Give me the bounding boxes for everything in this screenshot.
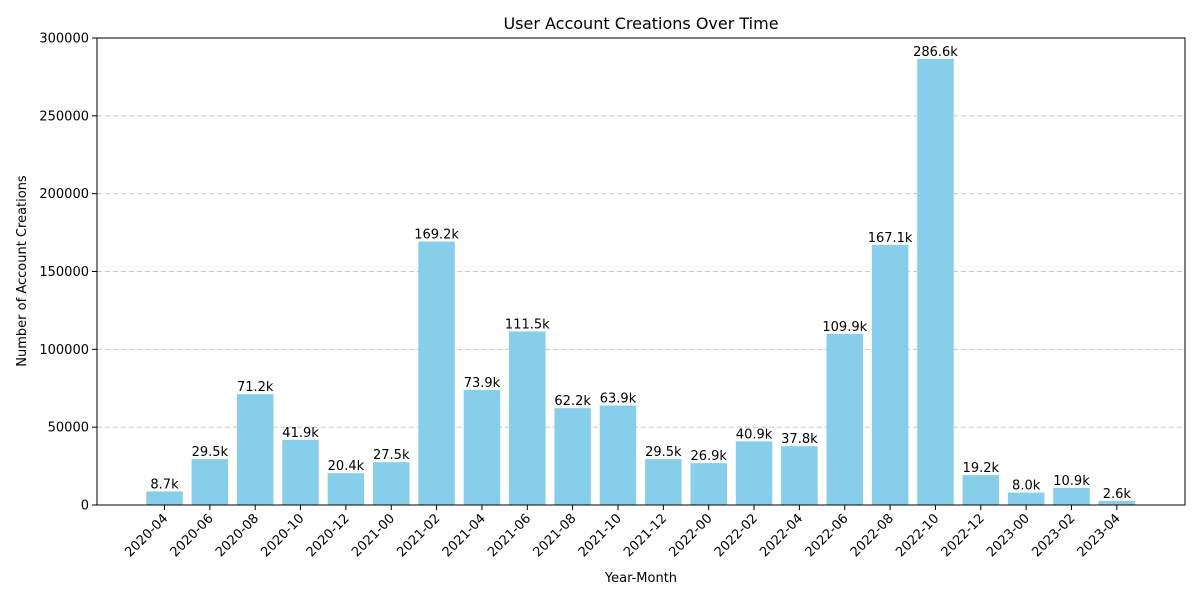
bar — [509, 331, 546, 505]
x-tick-label: 2020-06 — [168, 511, 217, 560]
bar — [871, 244, 909, 506]
bar-value-labels: 8.7k 29.5k 71.2k 41.9k 20.4k 27.5k 169.2k 73.9k… — [150, 45, 1131, 502]
bar — [781, 446, 818, 505]
x-tick-label: 2022-08 — [848, 511, 897, 560]
y-tick-label: 200000 — [39, 187, 89, 202]
x-tick-label: 2022-00 — [667, 511, 716, 560]
x-tick-label: 2021-08 — [530, 511, 579, 560]
chart-title: User Account Creations Over Time — [503, 14, 778, 33]
bar — [645, 459, 682, 505]
x-tick-label: 2021-00 — [349, 511, 398, 560]
x-tick-label: 2021-06 — [485, 511, 534, 560]
bar-value-label: 27.5k — [373, 448, 410, 463]
x-tick-label: 2021-04 — [440, 511, 489, 560]
x-tick-label: 2022-04 — [757, 511, 806, 560]
x-axis-title: Year-Month — [604, 571, 677, 586]
bar — [1007, 492, 1045, 505]
y-tick-label: 50000 — [48, 421, 89, 436]
bar-value-label: 2.6k — [1103, 487, 1132, 502]
bar — [282, 439, 319, 505]
x-tick-label: 2022-02 — [712, 511, 761, 560]
bar — [418, 241, 455, 505]
bar — [236, 394, 274, 505]
bar — [1053, 488, 1090, 505]
x-tick-label: 2020-12 — [304, 511, 353, 560]
bar — [1098, 500, 1136, 505]
bar-value-label: 109.9k — [822, 320, 867, 335]
bar-value-label: 10.9k — [1053, 474, 1090, 489]
bar — [599, 405, 637, 505]
bar-value-label: 73.9k — [464, 376, 501, 391]
y-axis-title: Number of Account Creations — [15, 175, 30, 367]
x-tick-label: 2020-04 — [122, 511, 171, 560]
grid-lines — [97, 37, 1185, 428]
bar — [327, 473, 365, 505]
bar-value-label: 62.2k — [554, 394, 591, 409]
bar — [962, 475, 1000, 505]
x-tick-label: 2023-00 — [984, 511, 1033, 560]
x-tick-label: 2023-04 — [1075, 511, 1124, 560]
x-tick-label: 2022-10 — [893, 511, 942, 560]
plot-frame — [96, 37, 1186, 506]
bars — [146, 58, 1136, 506]
bar-value-label: 169.2k — [414, 228, 459, 243]
bar-value-label: 40.9k — [736, 427, 773, 442]
bar-value-label: 20.4k — [328, 459, 365, 474]
x-tick-label: 2020-08 — [213, 511, 262, 560]
bar — [690, 463, 727, 505]
bar — [463, 389, 501, 505]
y-tick-label: 0 — [81, 499, 89, 514]
bar-value-label: 19.2k — [963, 461, 1000, 476]
bar-value-label: 8.0k — [1012, 479, 1041, 494]
x-tick-label: 2023-02 — [1029, 511, 1078, 560]
bar-value-label: 26.9k — [690, 449, 727, 464]
bar-value-label: 111.5k — [505, 317, 550, 332]
bar — [146, 491, 183, 505]
bar-value-label: 29.5k — [645, 445, 682, 460]
y-tick-label: 300000 — [39, 32, 89, 47]
bar — [191, 459, 229, 505]
bar-value-label: 29.5k — [192, 445, 229, 460]
bar-value-label: 71.2k — [237, 380, 274, 395]
bar-value-label: 8.7k — [150, 477, 179, 492]
x-tick-label: 2020-10 — [258, 511, 307, 560]
bar — [373, 462, 410, 505]
bar — [735, 441, 773, 505]
x-tick-label: 2022-12 — [939, 511, 988, 560]
bar-value-label: 286.6k — [913, 45, 958, 60]
x-tick-label: 2022-06 — [803, 511, 852, 560]
bar — [826, 333, 863, 505]
bar-value-label: 41.9k — [282, 426, 319, 441]
bar-value-label: 63.9k — [600, 392, 637, 407]
x-tick-label: 2021-10 — [576, 511, 625, 560]
y-tick-label: 100000 — [39, 343, 89, 358]
y-tick-label: 250000 — [39, 109, 89, 124]
bar — [554, 408, 591, 505]
bar-value-label: 37.8k — [781, 432, 818, 447]
bar — [917, 58, 954, 505]
x-tick-label: 2021-02 — [394, 511, 443, 560]
bar-value-label: 167.1k — [868, 231, 913, 246]
x-tick-label: 2021-12 — [621, 511, 670, 560]
y-tick-label: 150000 — [39, 265, 89, 280]
